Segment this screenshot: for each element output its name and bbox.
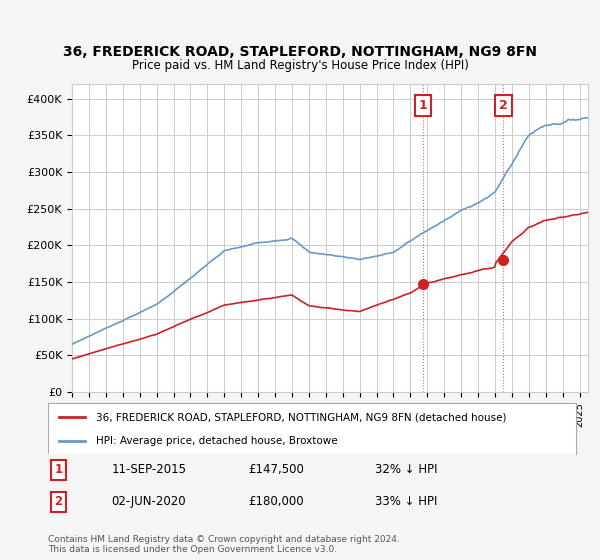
Text: 33% ↓ HPI: 33% ↓ HPI bbox=[376, 496, 438, 508]
Text: 36, FREDERICK ROAD, STAPLEFORD, NOTTINGHAM, NG9 8FN: 36, FREDERICK ROAD, STAPLEFORD, NOTTINGH… bbox=[63, 45, 537, 59]
Text: 32% ↓ HPI: 32% ↓ HPI bbox=[376, 463, 438, 476]
Text: 1: 1 bbox=[55, 463, 62, 476]
Text: 2: 2 bbox=[55, 496, 62, 508]
Text: £147,500: £147,500 bbox=[248, 463, 305, 476]
Text: 02-JUN-2020: 02-JUN-2020 bbox=[112, 496, 186, 508]
Text: 1: 1 bbox=[419, 99, 427, 112]
Text: Contains HM Land Registry data © Crown copyright and database right 2024.
This d: Contains HM Land Registry data © Crown c… bbox=[48, 535, 400, 554]
Text: 11-SEP-2015: 11-SEP-2015 bbox=[112, 463, 187, 476]
Text: HPI: Average price, detached house, Broxtowe: HPI: Average price, detached house, Brox… bbox=[95, 436, 337, 446]
Text: Price paid vs. HM Land Registry's House Price Index (HPI): Price paid vs. HM Land Registry's House … bbox=[131, 59, 469, 72]
Text: 2: 2 bbox=[499, 99, 508, 112]
Text: 36, FREDERICK ROAD, STAPLEFORD, NOTTINGHAM, NG9 8FN (detached house): 36, FREDERICK ROAD, STAPLEFORD, NOTTINGH… bbox=[95, 412, 506, 422]
Text: £180,000: £180,000 bbox=[248, 496, 304, 508]
